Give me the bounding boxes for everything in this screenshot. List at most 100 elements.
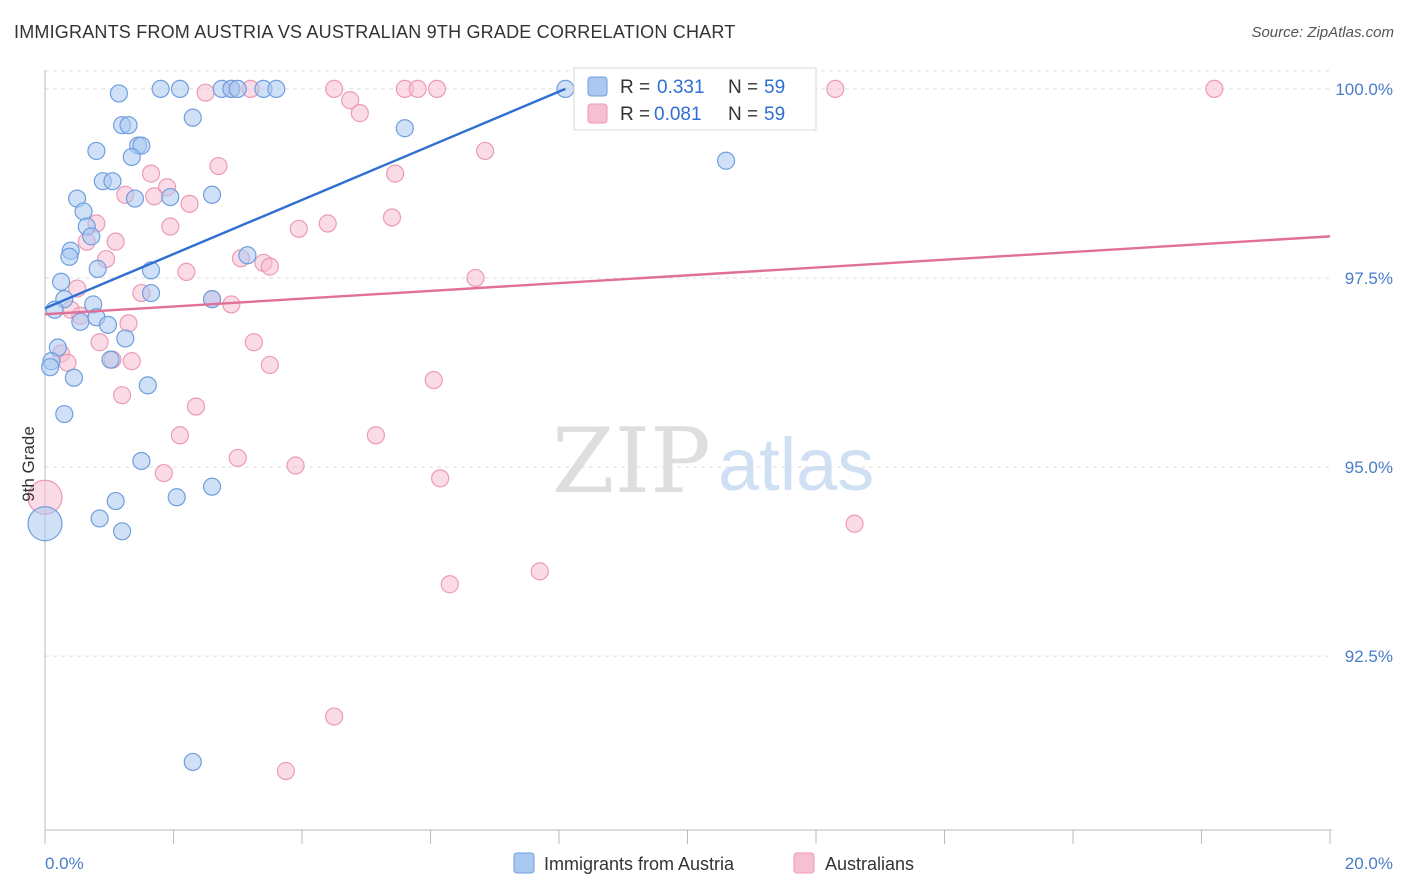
austria-point bbox=[119, 116, 138, 135]
legend-label-australians: Australians bbox=[825, 854, 914, 874]
australians-point bbox=[58, 353, 77, 372]
australians-point bbox=[427, 79, 447, 99]
legend-n-pink: 59 bbox=[764, 104, 785, 125]
australians-point bbox=[366, 426, 385, 445]
australians-point bbox=[440, 575, 459, 594]
austria-point bbox=[132, 451, 151, 471]
legend-r-pink: 0.081 bbox=[654, 104, 702, 125]
legend-r-label: R = bbox=[620, 104, 650, 125]
legend-swatch-austria bbox=[513, 852, 535, 874]
australians-point bbox=[386, 164, 405, 183]
australians-point bbox=[106, 232, 125, 251]
austria-point bbox=[71, 312, 90, 331]
australians-point bbox=[186, 397, 206, 416]
austria-point bbox=[125, 189, 145, 208]
legend-label-austria: Immigrants from Austria bbox=[544, 854, 735, 874]
australians-point bbox=[289, 219, 308, 238]
austria-point bbox=[151, 79, 170, 99]
austria-point bbox=[122, 147, 141, 167]
australians-point bbox=[341, 91, 360, 110]
austria-point bbox=[228, 79, 247, 99]
legend-swatch-australians bbox=[793, 852, 815, 874]
legend-n-label: N = bbox=[728, 104, 758, 125]
australians-point bbox=[826, 79, 845, 99]
australians-point bbox=[154, 463, 173, 483]
legend-swatch-pink bbox=[587, 103, 608, 124]
legend-r-label: R = bbox=[620, 77, 650, 98]
legend-n-label: N = bbox=[728, 77, 758, 98]
australians-point bbox=[260, 355, 279, 375]
australians-point bbox=[530, 562, 549, 581]
chart-title: IMMIGRANTS FROM AUSTRIA VS AUSTRALIAN 9T… bbox=[14, 22, 736, 42]
australians-point bbox=[177, 262, 196, 282]
legend-r-blue: 0.331 bbox=[657, 77, 705, 98]
australians-point bbox=[122, 352, 141, 371]
austria-point bbox=[82, 227, 101, 246]
austria-point bbox=[183, 108, 202, 127]
austria-point bbox=[55, 404, 74, 424]
trend-lines bbox=[44, 87, 1331, 316]
australians-point bbox=[431, 469, 450, 488]
austria-point bbox=[267, 79, 286, 99]
series-legend: Immigrants from Austria Australians bbox=[513, 852, 914, 874]
australians-trend-line bbox=[44, 235, 1331, 316]
australians-point bbox=[325, 707, 344, 726]
stats-legend: R = 0.331 N = 59 R = 0.081 N = 59 bbox=[573, 67, 817, 131]
austria-point bbox=[41, 358, 60, 377]
austria-point bbox=[60, 247, 79, 266]
austria-point bbox=[51, 272, 71, 291]
austria-point bbox=[202, 185, 222, 204]
y-tick-label: 95.0% bbox=[1345, 458, 1393, 477]
y-tick-label: 100.0% bbox=[1335, 80, 1393, 99]
australians-point bbox=[260, 257, 279, 276]
austria-point bbox=[202, 477, 222, 496]
stats-legend-box bbox=[573, 67, 817, 131]
austria-point bbox=[88, 259, 107, 278]
austria-point bbox=[138, 376, 157, 395]
legend-n-blue: 59 bbox=[764, 77, 785, 98]
y-axis-label: 9th Grade bbox=[19, 426, 38, 502]
grid bbox=[45, 70, 1330, 657]
australians-point bbox=[196, 83, 215, 102]
australians-point bbox=[350, 104, 369, 123]
australians-point bbox=[90, 333, 109, 352]
austria-point bbox=[101, 350, 120, 369]
austria-point bbox=[98, 315, 118, 334]
austria-point bbox=[141, 283, 161, 303]
australians-point bbox=[845, 514, 864, 533]
austria-point bbox=[167, 488, 186, 507]
austria-trend-line bbox=[44, 87, 566, 310]
y-tick-label: 92.5% bbox=[1345, 647, 1393, 666]
x-tick-label-max: 20.0% bbox=[1345, 854, 1393, 873]
x-tick-label-min: 0.0% bbox=[45, 854, 84, 873]
australians-point bbox=[318, 214, 337, 233]
austria-point bbox=[87, 141, 106, 161]
austria-point bbox=[161, 187, 180, 207]
australians-point bbox=[209, 156, 228, 176]
source-credit: Source: ZipAtlas.com bbox=[1251, 24, 1394, 41]
austria-point bbox=[116, 329, 135, 348]
australians-point bbox=[476, 141, 495, 161]
tick-labels: 92.5% 95.0% 97.5% 100.0% 0.0% 20.0% bbox=[45, 80, 1393, 873]
axes bbox=[44, 70, 1332, 844]
australians-point bbox=[161, 217, 180, 236]
y-tick-label: 97.5% bbox=[1345, 269, 1393, 288]
australians-point bbox=[286, 456, 305, 475]
austria-point bbox=[109, 84, 128, 103]
australians-point bbox=[141, 164, 161, 183]
austria-point bbox=[90, 509, 109, 528]
austria-point bbox=[27, 506, 63, 542]
austria-point bbox=[64, 368, 84, 387]
australians-point bbox=[466, 268, 485, 288]
australians-point bbox=[276, 761, 296, 781]
australians-point bbox=[145, 187, 164, 206]
australians-point bbox=[382, 208, 402, 227]
austria-point bbox=[238, 246, 257, 265]
austria-point bbox=[395, 119, 414, 138]
austria-point bbox=[74, 202, 93, 221]
australians-point bbox=[228, 448, 247, 468]
austria-point bbox=[170, 79, 190, 99]
australians-point bbox=[1205, 79, 1224, 99]
watermark-atlas: atlas bbox=[718, 423, 874, 506]
australians-point bbox=[325, 79, 344, 99]
